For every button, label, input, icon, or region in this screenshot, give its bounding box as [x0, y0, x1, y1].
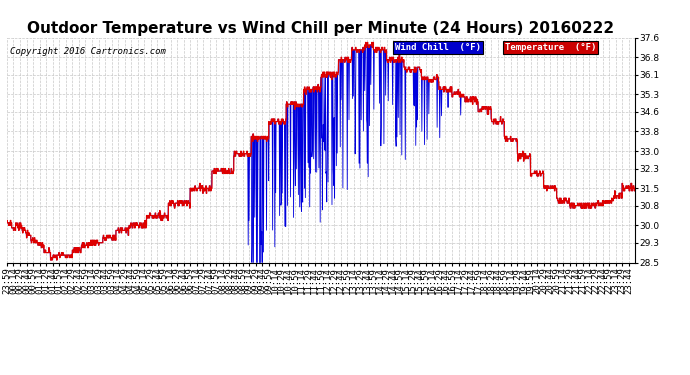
Text: Temperature  (°F): Temperature (°F) — [505, 43, 596, 52]
Text: Wind Chill  (°F): Wind Chill (°F) — [395, 43, 481, 52]
Text: Copyright 2016 Cartronics.com: Copyright 2016 Cartronics.com — [10, 46, 166, 56]
Title: Outdoor Temperature vs Wind Chill per Minute (24 Hours) 20160222: Outdoor Temperature vs Wind Chill per Mi… — [28, 21, 614, 36]
